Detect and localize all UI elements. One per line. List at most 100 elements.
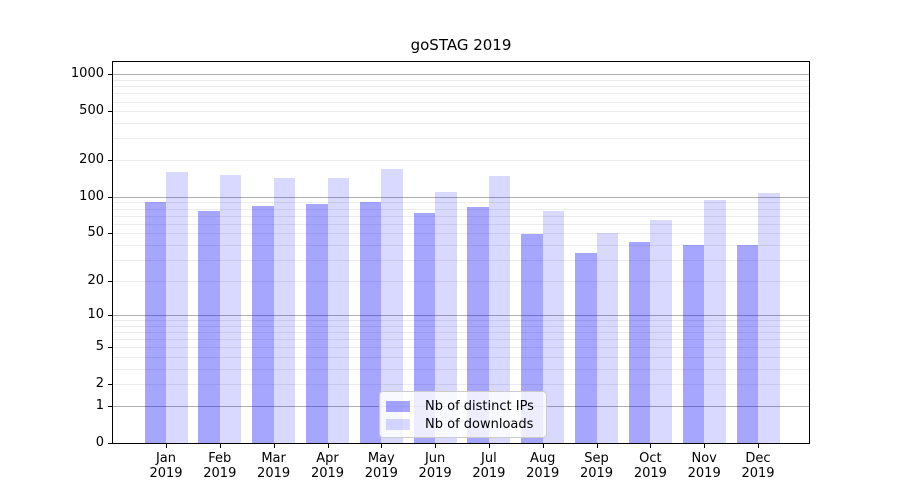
- y-tick-label-1: 1: [95, 398, 104, 413]
- y-tick-label-100: 100: [79, 188, 104, 204]
- y-tick-2: [108, 384, 112, 386]
- x-tick-may-2019: [381, 444, 383, 448]
- y-tick-500: [108, 111, 112, 113]
- gridline-minor-80: [113, 208, 809, 210]
- x-tick-year: 2019: [741, 466, 775, 481]
- bar-nb-of-downloads-dec-2019: [758, 192, 780, 443]
- x-tick-label-may-2019: May 2019: [349, 451, 413, 481]
- bar-nb-of-distinct-ips-feb-2019: [198, 211, 220, 443]
- bar-nb-of-distinct-ips-jan-2019: [144, 202, 166, 443]
- bar-nb-of-distinct-ips-oct-2019: [628, 242, 651, 443]
- x-tick-label-oct-2019: Oct 2019: [618, 451, 682, 481]
- bar-nb-of-distinct-ips-apr-2019: [306, 204, 328, 443]
- plot-area: Nb of distinct IPs Nb of downloads: [112, 61, 810, 444]
- y-tick-label-200: 200: [79, 152, 104, 167]
- y-tick-label-500: 500: [79, 103, 104, 119]
- y-tick-5: [108, 347, 112, 349]
- gridline-minor-7: [113, 332, 809, 333]
- bar-nb-of-downloads-jul-2019: [488, 176, 511, 443]
- x-tick-feb-2019: [219, 444, 221, 448]
- x-tick-year: 2019: [526, 466, 560, 481]
- legend-label-downloads: Nb of downloads: [425, 417, 534, 432]
- x-tick-label-jul-2019: Jul 2019: [457, 451, 521, 481]
- bar-nb-of-downloads-mar-2019: [273, 177, 296, 443]
- bar-nb-of-downloads-nov-2019: [704, 200, 726, 443]
- x-tick-month: Feb: [208, 451, 232, 466]
- y-tick-label-2: 2: [95, 376, 104, 392]
- bar-nb-of-distinct-ips-aug-2019: [521, 234, 543, 443]
- legend-item-downloads: Nb of downloads: [386, 417, 538, 432]
- bars-layer: [113, 62, 809, 443]
- x-tick-year: 2019: [149, 466, 183, 481]
- y-tick-label-20: 20: [87, 272, 104, 288]
- x-tick-year: 2019: [310, 466, 345, 481]
- gridline-minor-800: [113, 86, 809, 88]
- y-tick-label-1000: 1000: [70, 66, 104, 82]
- gridline-minor-8: [113, 325, 809, 327]
- gridline-minor-50: [113, 233, 809, 235]
- x-tick-nov-2019: [704, 444, 706, 448]
- x-tick-apr-2019: [327, 444, 329, 448]
- x-tick-year: 2019: [687, 466, 721, 481]
- gridline-minor-300: [113, 138, 809, 140]
- x-tick-month: Mar: [261, 451, 286, 466]
- bar-nb-of-downloads-jan-2019: [166, 171, 188, 443]
- x-tick-month: Jul: [481, 451, 497, 466]
- gridline-minor-30: [113, 259, 809, 261]
- gridline-minor-600: [113, 101, 809, 103]
- x-tick-month: Aug: [529, 451, 556, 466]
- x-tick-month: Nov: [691, 451, 717, 466]
- gridline-minor-4: [113, 357, 809, 359]
- x-tick-month: May: [367, 451, 395, 466]
- legend-item-distinct-ips: Nb of distinct IPs: [386, 399, 538, 414]
- legend: Nb of distinct IPs Nb of downloads: [379, 391, 547, 438]
- bar-nb-of-distinct-ips-may-2019: [359, 202, 382, 443]
- x-tick-month: Sep: [584, 451, 609, 466]
- y-tick-label-50: 50: [87, 225, 104, 241]
- y-tick-0: [108, 443, 112, 444]
- gridline-minor-2: [113, 384, 809, 386]
- x-tick-year: 2019: [579, 466, 614, 481]
- gridline-minor-200: [113, 160, 809, 161]
- x-tick-jul-2019: [488, 444, 490, 448]
- y-tick-20: [108, 280, 112, 282]
- x-tick-dec-2019: [758, 444, 759, 448]
- x-tick-mar-2019: [273, 444, 275, 448]
- bar-nb-of-downloads-feb-2019: [219, 174, 242, 443]
- bar-nb-of-distinct-ips-jun-2019: [413, 212, 436, 443]
- bar-nb-of-downloads-may-2019: [381, 168, 403, 443]
- gridline-minor-700: [113, 93, 809, 95]
- y-tick-label-5: 5: [95, 339, 104, 355]
- gridline-minor-40: [113, 244, 809, 246]
- gridline-minor-5: [113, 347, 809, 349]
- y-tick-10: [108, 315, 112, 316]
- gridline-minor-3: [113, 369, 809, 370]
- x-tick-label-mar-2019: Mar 2019: [242, 451, 306, 481]
- y-tick-label-10: 10: [87, 307, 104, 322]
- gridline-major-100: [113, 196, 809, 198]
- gridline-minor-900: [113, 79, 809, 81]
- x-tick-label-aug-2019: Aug 2019: [511, 451, 575, 481]
- x-tick-label-jun-2019: Jun 2019: [403, 451, 467, 481]
- x-tick-label-sep-2019: Sep 2019: [565, 451, 629, 481]
- x-tick-label-nov-2019: Nov 2019: [672, 451, 736, 481]
- gridline-major-10: [113, 315, 809, 316]
- bar-nb-of-downloads-jun-2019: [435, 191, 457, 443]
- gridline-minor-500: [113, 111, 809, 113]
- gridline-minor-70: [113, 215, 809, 217]
- y-tick-200: [108, 160, 112, 161]
- x-tick-year: 2019: [633, 466, 667, 481]
- bar-nb-of-downloads-sep-2019: [596, 233, 618, 443]
- bar-nb-of-downloads-oct-2019: [650, 220, 672, 443]
- x-tick-label-dec-2019: Dec 2019: [726, 451, 790, 481]
- bar-nb-of-distinct-ips-jul-2019: [467, 206, 489, 443]
- gridline-minor-20: [113, 280, 809, 282]
- chart-title: goSTAG 2019: [410, 36, 512, 54]
- x-tick-month: Jun: [424, 451, 446, 466]
- y-tick-1: [108, 406, 112, 407]
- legend-swatch-downloads: [386, 419, 410, 430]
- x-tick-month: Apr: [316, 451, 339, 466]
- gridline-minor-9: [113, 320, 809, 322]
- y-tick-1000: [108, 74, 112, 76]
